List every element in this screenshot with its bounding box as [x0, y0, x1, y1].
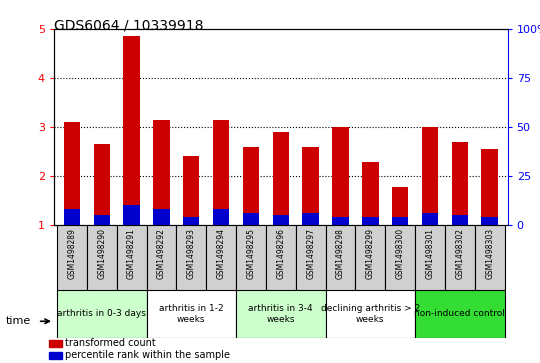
Bar [362, 217, 379, 225]
Bar [213, 120, 230, 225]
Text: GSM1498303: GSM1498303 [485, 228, 494, 280]
Bar [482, 217, 498, 225]
Text: GSM1498301: GSM1498301 [426, 228, 435, 279]
Text: GSM1498290: GSM1498290 [97, 228, 106, 279]
Bar [123, 205, 140, 225]
Text: GSM1498298: GSM1498298 [336, 228, 345, 279]
Bar [64, 209, 80, 225]
Text: GSM1498296: GSM1498296 [276, 228, 285, 279]
Bar [362, 162, 379, 225]
Bar [213, 209, 230, 225]
Bar [64, 122, 80, 225]
Bar [93, 144, 110, 225]
Bar [302, 147, 319, 225]
Text: GSM1498297: GSM1498297 [306, 228, 315, 279]
Bar [392, 217, 408, 225]
Bar [93, 215, 110, 225]
Text: GSM1498294: GSM1498294 [217, 228, 226, 279]
Bar [415, 290, 504, 338]
Text: GSM1498302: GSM1498302 [455, 228, 464, 279]
Bar [332, 217, 349, 225]
Bar [326, 290, 415, 338]
Bar [117, 225, 146, 290]
Bar [146, 290, 236, 338]
Bar [273, 215, 289, 225]
Bar [146, 225, 177, 290]
Text: transformed count: transformed count [65, 338, 156, 348]
Bar [153, 209, 170, 225]
Bar [177, 225, 206, 290]
Bar [355, 225, 385, 290]
Bar [243, 147, 259, 225]
Text: non-induced control: non-induced control [414, 310, 505, 318]
Bar [332, 127, 349, 225]
Bar [57, 225, 87, 290]
Text: GSM1498289: GSM1498289 [68, 228, 76, 279]
Bar [422, 127, 438, 225]
Bar [302, 213, 319, 225]
Bar [183, 217, 199, 225]
Text: GDS6064 / 10339918: GDS6064 / 10339918 [54, 18, 204, 32]
Bar [422, 213, 438, 225]
Bar [123, 36, 140, 225]
Bar [236, 225, 266, 290]
Bar [243, 213, 259, 225]
Text: arthritis in 1-2
weeks: arthritis in 1-2 weeks [159, 304, 224, 324]
Text: GSM1498291: GSM1498291 [127, 228, 136, 279]
Bar [392, 187, 408, 225]
Bar [87, 225, 117, 290]
Bar [266, 225, 296, 290]
Text: GSM1498299: GSM1498299 [366, 228, 375, 279]
Bar [445, 225, 475, 290]
Bar [273, 132, 289, 225]
Bar [451, 215, 468, 225]
Bar [296, 225, 326, 290]
Bar [153, 120, 170, 225]
Text: time: time [5, 316, 31, 326]
Bar [385, 225, 415, 290]
Text: GSM1498300: GSM1498300 [396, 228, 404, 280]
Bar [482, 149, 498, 225]
Text: GSM1498293: GSM1498293 [187, 228, 196, 279]
Text: declining arthritis > 2
weeks: declining arthritis > 2 weeks [321, 304, 420, 324]
Text: arthritis in 0-3 days: arthritis in 0-3 days [57, 310, 146, 318]
Text: GSM1498292: GSM1498292 [157, 228, 166, 279]
Bar [475, 225, 504, 290]
Bar [326, 225, 355, 290]
Bar [206, 225, 236, 290]
Bar [415, 225, 445, 290]
Bar [236, 290, 326, 338]
Text: arthritis in 3-4
weeks: arthritis in 3-4 weeks [248, 304, 313, 324]
Text: percentile rank within the sample: percentile rank within the sample [65, 350, 230, 360]
Bar [451, 142, 468, 225]
Bar [183, 156, 199, 225]
Bar [57, 290, 146, 338]
Text: GSM1498295: GSM1498295 [246, 228, 255, 279]
